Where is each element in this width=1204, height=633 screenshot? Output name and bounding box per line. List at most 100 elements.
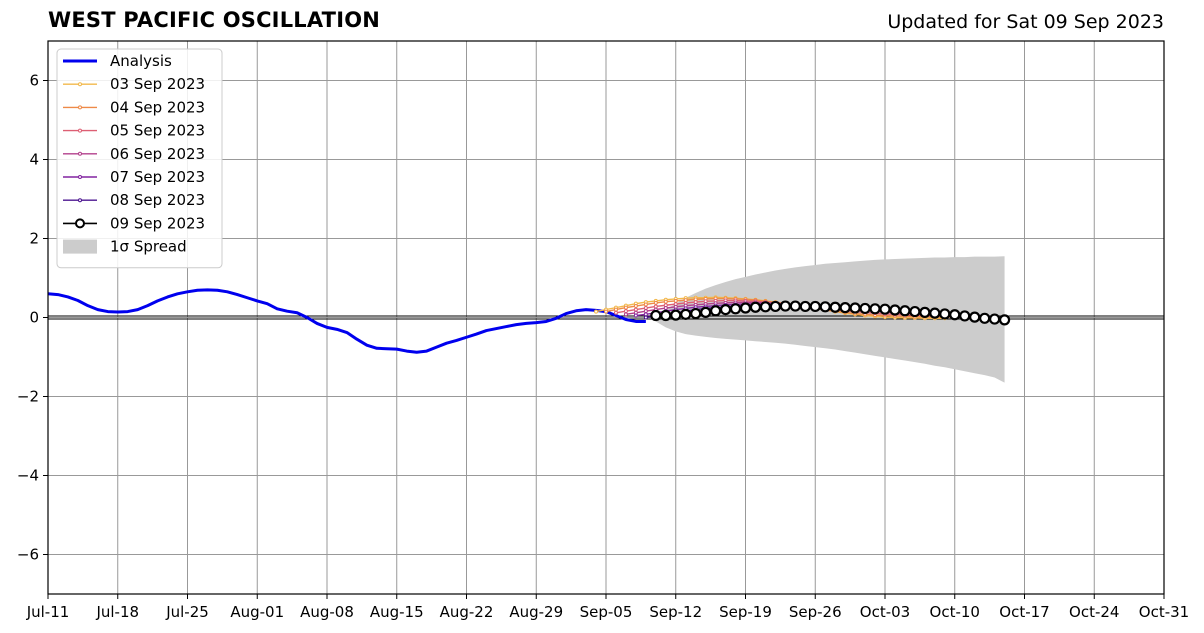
x-tick-label: Aug-22	[440, 603, 494, 621]
forecast-point	[759, 301, 772, 313]
x-tick-label: Sep-05	[580, 603, 633, 621]
legend-label: 07 Sep 2023	[110, 168, 205, 186]
x-tick-label: Aug-15	[370, 603, 424, 621]
forecast-point	[879, 303, 891, 315]
forecast-point	[949, 309, 961, 321]
x-tick-label: Oct-10	[930, 603, 980, 621]
x-tick-label: Jul-25	[165, 603, 209, 621]
x-tick-label: Oct-17	[999, 603, 1049, 621]
forecast-point	[653, 304, 658, 309]
forecast-point	[660, 309, 672, 322]
forecast-point	[719, 304, 732, 316]
legend-label: 1σ Spread	[110, 238, 187, 256]
forecast-point	[739, 302, 752, 314]
forecast-point	[613, 310, 618, 315]
legend-entry: 06 Sep 2023	[63, 145, 205, 163]
forecast-point	[643, 302, 648, 307]
legend-entry: 09 Sep 2023	[63, 214, 205, 232]
y-tick-label: 0	[29, 309, 39, 327]
forecast-point	[663, 306, 668, 311]
forecast-point	[633, 313, 638, 318]
legend-swatch	[63, 239, 97, 254]
forecast-point	[680, 308, 692, 320]
forecast-point	[889, 304, 901, 316]
y-tick-label: 6	[29, 72, 39, 90]
forecast-point	[869, 303, 881, 315]
forecast-point	[969, 311, 981, 323]
x-tick-label: Jul-18	[95, 603, 139, 621]
forecast-point	[613, 307, 618, 312]
legend-marker	[78, 175, 82, 179]
legend-entry: 08 Sep 2023	[63, 191, 205, 209]
y-tick-label: 4	[29, 151, 39, 169]
forecast-point	[789, 300, 801, 312]
forecast-series	[650, 300, 1011, 326]
x-tick-label: Sep-19	[719, 603, 772, 621]
forecast-point	[998, 314, 1011, 326]
forecast-point	[779, 300, 791, 312]
legend-entry: 07 Sep 2023	[63, 168, 205, 186]
legend-marker	[78, 128, 82, 133]
forecast-point	[710, 305, 722, 317]
legend-label: Analysis	[110, 52, 172, 70]
forecast-point	[594, 309, 599, 314]
forecast-point	[919, 306, 931, 318]
legend: Analysis 03 Sep 2023 04 Sep 2023 05 Sep 202…	[56, 48, 223, 269]
forecast-point	[989, 313, 1001, 325]
forecast-point	[650, 309, 662, 322]
legend-label: 04 Sep 2023	[110, 98, 205, 116]
legend-marker	[78, 198, 82, 203]
forecast-point	[769, 300, 781, 313]
forecast-point	[859, 302, 871, 315]
forecast-point	[623, 309, 628, 314]
chart-subtitle: Updated for Sat 09 Sep 2023	[887, 11, 1164, 33]
legend-box	[56, 48, 223, 269]
forecast-point	[673, 298, 678, 303]
x-tick-label: Aug-29	[509, 603, 563, 621]
legend-label: 06 Sep 2023	[110, 145, 205, 163]
forecast-point	[643, 312, 648, 317]
forecast-point	[623, 312, 628, 317]
forecast-point	[643, 309, 648, 314]
forecast-point	[899, 305, 911, 317]
legend-label: 03 Sep 2023	[110, 75, 205, 93]
legend-marker	[78, 105, 82, 110]
legend-marker	[75, 218, 85, 229]
y-tick-label: −6	[17, 546, 39, 564]
legend-entry: 03 Sep 2023	[63, 75, 205, 93]
forecast-point	[633, 304, 638, 309]
forecast-point	[849, 302, 861, 314]
x-tick-label: Aug-01	[230, 603, 284, 621]
legend-marker	[78, 151, 82, 156]
forecast-point	[643, 306, 648, 311]
forecast-point	[799, 300, 811, 313]
legend-label: 09 Sep 2023	[110, 214, 205, 232]
forecast-point	[939, 308, 951, 320]
forecast-point	[829, 301, 841, 313]
series-layer	[47, 288, 1011, 354]
legend-entry: 1σ Spread	[63, 238, 187, 256]
analysis-line	[47, 288, 646, 354]
x-tick-label: Sep-26	[789, 603, 842, 621]
forecast-point	[749, 301, 762, 313]
forecast-point	[809, 300, 821, 313]
y-tick-label: −2	[17, 388, 39, 406]
y-axis: 6 4 2 0 −2 −4 −6	[17, 72, 48, 564]
forecast-point	[663, 299, 668, 304]
forecast-point	[959, 310, 971, 322]
x-tick-label: Jul-11	[26, 603, 70, 621]
forecast-point	[690, 307, 702, 320]
y-tick-label: −4	[17, 467, 39, 485]
x-axis: Jul-11 Jul-18 Jul-25 Aug-01 Aug-08 Aug-15 Aug-…	[26, 594, 1189, 621]
legend-marker	[78, 82, 82, 87]
forecast-point	[633, 307, 638, 312]
forecast-point	[604, 309, 608, 314]
legend-entry: Analysis	[63, 52, 172, 70]
legend-label: 08 Sep 2023	[110, 191, 205, 209]
forecast-point	[729, 303, 742, 315]
forecast-point	[653, 300, 658, 305]
y-tick-label: 2	[29, 230, 39, 248]
x-tick-label: Oct-24	[1069, 603, 1119, 621]
legend-entry: 04 Sep 2023	[63, 98, 205, 116]
forecast-point	[623, 305, 628, 310]
